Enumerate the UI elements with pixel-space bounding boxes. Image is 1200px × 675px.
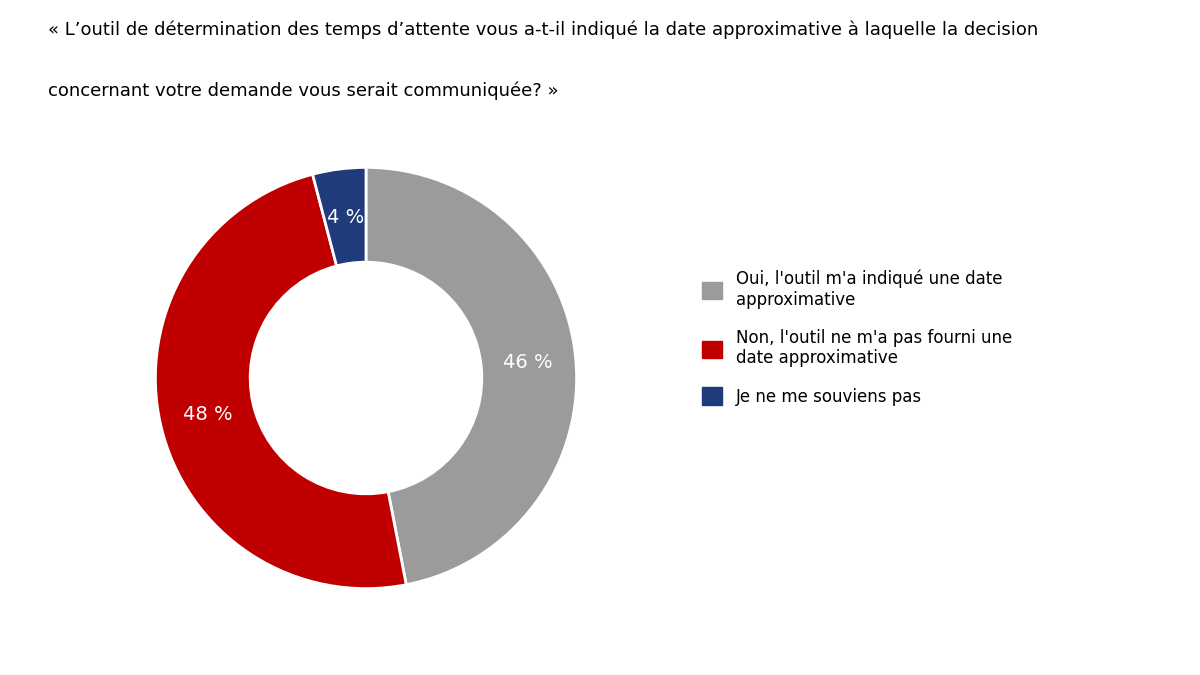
Text: « L’outil de détermination des temps d’attente vous a-t-il indiqué la date appro: « L’outil de détermination des temps d’a… [48,20,1038,38]
Text: 4 %: 4 % [326,208,364,227]
Wedge shape [312,167,366,266]
Text: 46 %: 46 % [503,353,552,372]
Text: concernant votre demande vous serait communiquée? »: concernant votre demande vous serait com… [48,81,559,99]
Wedge shape [156,174,407,589]
Legend: Oui, l'outil m'a indiqué une date
approximative, Non, l'outil ne m'a pas fourni : Oui, l'outil m'a indiqué une date approx… [694,261,1020,414]
Text: 48 %: 48 % [184,404,233,424]
Wedge shape [366,167,576,585]
